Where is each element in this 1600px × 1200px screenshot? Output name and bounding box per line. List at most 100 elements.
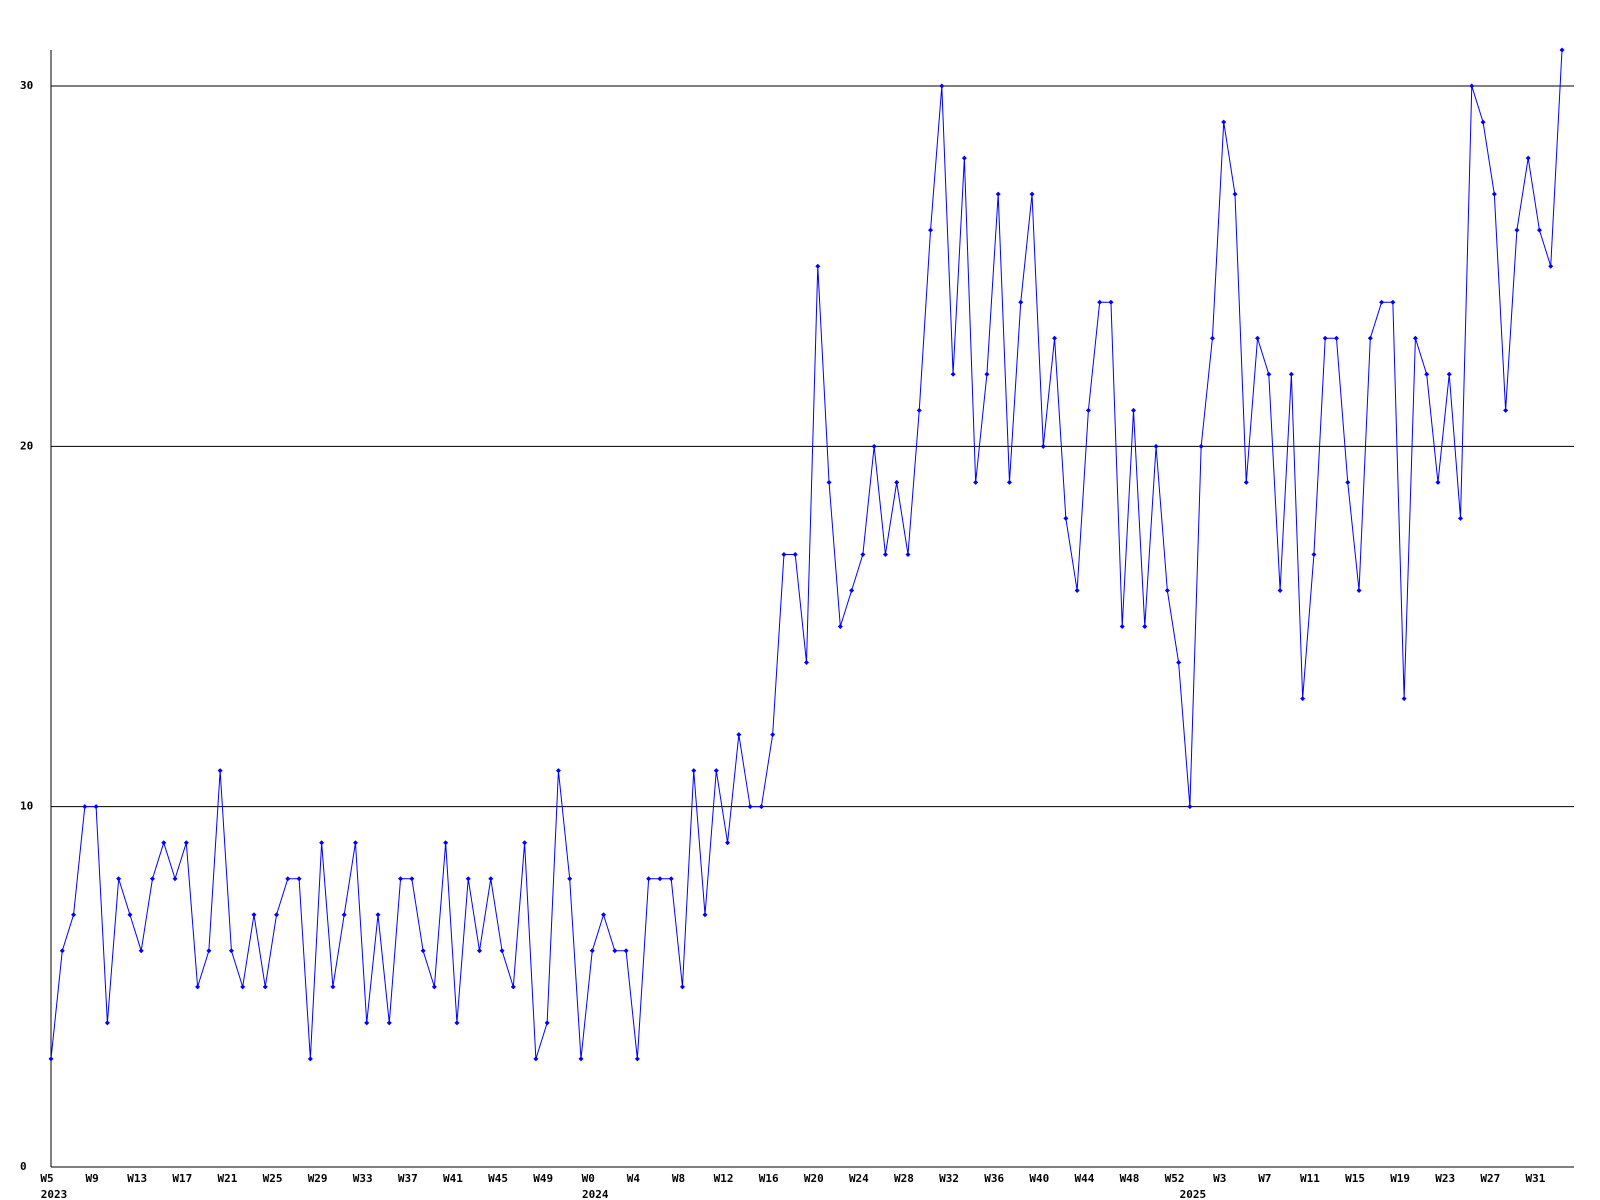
x-tick-label: W44: [1074, 1172, 1094, 1185]
point-marker: [961, 155, 967, 161]
point-marker: [1085, 407, 1091, 413]
x-tick-label: W3: [1213, 1172, 1226, 1185]
point-marker: [1142, 624, 1148, 630]
data-line: [50, 49, 1563, 1060]
x-tick-label: W20: [804, 1172, 824, 1185]
point-marker: [1164, 587, 1170, 593]
point-marker: [533, 1056, 539, 1062]
point-marker: [59, 948, 65, 954]
year-label: 2024: [582, 1188, 609, 1200]
point-marker: [1469, 83, 1475, 89]
point-marker: [1390, 299, 1396, 305]
point-marker: [1435, 479, 1441, 485]
point-marker: [668, 876, 674, 882]
x-tick-label: W11: [1300, 1172, 1320, 1185]
point-marker: [916, 407, 922, 413]
point-marker: [1187, 804, 1193, 810]
point-marker: [736, 732, 742, 738]
point-marker: [713, 768, 719, 774]
year-label: 2023: [41, 1188, 68, 1200]
point-marker: [589, 948, 595, 954]
point-marker: [1548, 263, 1554, 269]
point-marker: [1322, 335, 1328, 341]
point-marker: [409, 876, 415, 882]
point-marker: [1266, 371, 1272, 377]
point-marker: [1536, 227, 1542, 233]
point-marker: [657, 876, 663, 882]
x-tick-label: W8: [672, 1172, 685, 1185]
point-marker: [928, 227, 934, 233]
point-marker: [262, 984, 268, 990]
point-marker: [1029, 191, 1035, 197]
point-marker: [1525, 155, 1531, 161]
x-tick-label: W4: [627, 1172, 641, 1185]
point-marker: [894, 479, 900, 485]
x-tick-label: W49: [533, 1172, 553, 1185]
point-marker: [1006, 479, 1012, 485]
point-marker: [612, 948, 618, 954]
point-marker: [240, 984, 246, 990]
point-marker: [1311, 551, 1317, 557]
point-marker: [228, 948, 234, 954]
point-marker: [984, 371, 990, 377]
x-tick-label: W32: [939, 1172, 959, 1185]
year-label: 2025: [1180, 1188, 1207, 1200]
point-marker: [849, 587, 855, 593]
point-marker: [702, 912, 708, 918]
y-tick-label: 0: [20, 1160, 27, 1173]
point-marker: [251, 912, 257, 918]
point-marker: [747, 804, 753, 810]
x-tick-label: W12: [714, 1172, 734, 1185]
point-marker: [71, 912, 77, 918]
point-marker: [679, 984, 685, 990]
point-marker: [127, 912, 133, 918]
x-tick-label: W19: [1390, 1172, 1410, 1185]
point-marker: [691, 768, 697, 774]
point-marker: [352, 840, 358, 846]
point-marker: [995, 191, 1001, 197]
y-tick-label: 10: [20, 800, 33, 813]
point-marker: [285, 876, 291, 882]
point-marker: [319, 840, 325, 846]
point-marker: [1153, 443, 1159, 449]
point-marker: [398, 876, 404, 882]
point-marker: [1277, 587, 1283, 593]
x-tick-label: W48: [1120, 1172, 1140, 1185]
point-marker: [1367, 335, 1373, 341]
x-tick-label: W52: [1165, 1172, 1185, 1185]
point-marker: [138, 948, 144, 954]
point-marker: [1119, 624, 1125, 630]
point-marker: [1424, 371, 1430, 377]
x-tick-label: W45: [488, 1172, 508, 1185]
point-marker: [1176, 660, 1182, 666]
point-marker: [274, 912, 280, 918]
point-marker: [1108, 299, 1114, 305]
point-marker: [1480, 119, 1486, 125]
point-marker: [195, 984, 201, 990]
point-marker: [1356, 587, 1362, 593]
point-marker: [296, 876, 302, 882]
point-marker: [1379, 299, 1385, 305]
point-marker: [1401, 696, 1407, 702]
x-tick-label: W41: [443, 1172, 463, 1185]
point-marker: [1300, 696, 1306, 702]
y-tick-label: 20: [20, 439, 33, 452]
x-tick-label: W37: [398, 1172, 418, 1185]
point-marker: [206, 948, 212, 954]
point-marker: [488, 876, 494, 882]
point-marker: [172, 876, 178, 882]
point-marker: [476, 948, 482, 954]
x-tick-label: W36: [984, 1172, 1004, 1185]
point-marker: [1333, 335, 1339, 341]
point-marker: [905, 551, 911, 557]
point-marker: [1063, 515, 1069, 521]
point-marker: [375, 912, 381, 918]
point-marker: [1018, 299, 1024, 305]
point-marker: [1243, 479, 1249, 485]
point-marker: [804, 660, 809, 666]
point-marker: [82, 804, 88, 810]
point-marker: [420, 948, 426, 954]
point-marker: [330, 984, 336, 990]
point-marker: [217, 768, 223, 774]
point-marker: [386, 1020, 392, 1026]
